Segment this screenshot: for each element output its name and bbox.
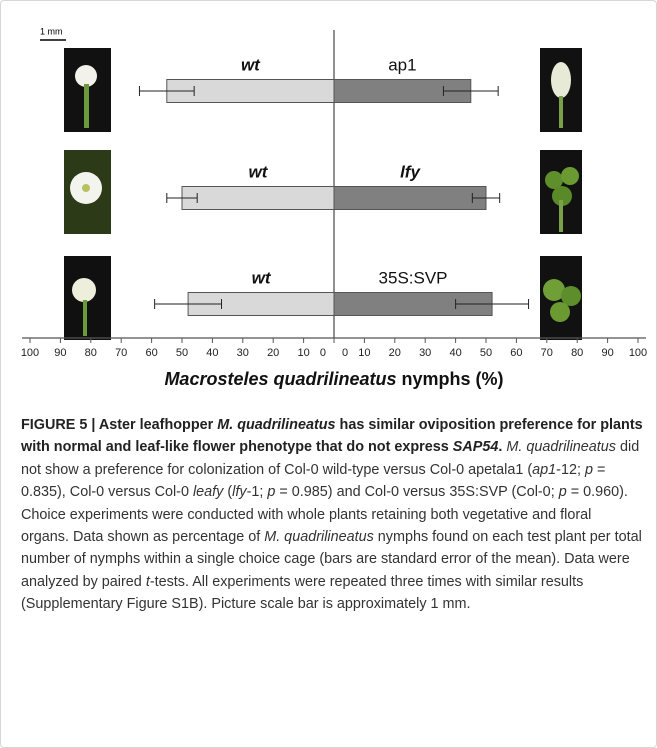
caption-run: = 0.985) and Col-0 versus 35S:SVP (Col-0… — [275, 484, 558, 500]
x-tick-label: 100 — [629, 347, 647, 359]
x-tick-label: 40 — [449, 347, 461, 359]
caption-run: p — [559, 484, 567, 500]
x-tick-label: 70 — [541, 347, 553, 359]
caption-run: ( — [223, 484, 232, 500]
x-tick-label: 30 — [419, 347, 431, 359]
x-tick-label: 90 — [601, 347, 613, 359]
chart: 1 mm Macrosteles quadrilineatus nymphs (… — [0, 0, 657, 405]
bar-label: ap1 — [388, 55, 416, 74]
x-tick-label: 70 — [115, 347, 127, 359]
x-tick-label: 40 — [206, 347, 218, 359]
x-tick-label: 90 — [54, 347, 66, 359]
caption-run: -12; — [556, 462, 585, 478]
x-tick-label: 0 — [320, 347, 326, 359]
x-label-unit: nymphs (%) — [402, 369, 504, 389]
bar-label: wt — [252, 268, 272, 287]
caption-run: M. quadrilineatus — [217, 417, 335, 433]
x-tick-label: 0 — [342, 347, 348, 359]
x-tick-label: 100 — [21, 347, 39, 359]
x-tick-label: 50 — [176, 347, 188, 359]
caption-run: ap1 — [532, 462, 556, 478]
bar — [182, 187, 334, 210]
x-tick-label: 60 — [145, 347, 157, 359]
caption-run: lfy — [232, 484, 246, 500]
bar-label: lfy — [400, 162, 421, 181]
x-tick-label: 80 — [85, 347, 97, 359]
x-label-species: Macrosteles quadrilineatus — [164, 369, 396, 389]
x-tick-label: 30 — [237, 347, 249, 359]
x-tick-label: 10 — [297, 347, 309, 359]
x-tick-label: 10 — [358, 347, 370, 359]
x-tick-label: 20 — [389, 347, 401, 359]
caption-run: -1; — [247, 484, 268, 500]
scale-bar-label: 1 mm — [40, 26, 63, 36]
caption-run: M. quadrilineatus — [506, 439, 616, 455]
caption-run: M. quadrilineatus — [264, 529, 374, 545]
caption-run: FIGURE 5 | Aster leafhopper — [21, 417, 217, 433]
caption-run: leafy — [193, 484, 223, 500]
bar-label: 35S:SVP — [379, 268, 448, 287]
x-axis-label: Macrosteles quadrilineatus nymphs (%) — [164, 369, 503, 389]
x-tick-label: 60 — [510, 347, 522, 359]
x-tick-label: 20 — [267, 347, 279, 359]
bar-label: wt — [249, 162, 269, 181]
caption: FIGURE 5 | Aster leafhopper M. quadrilin… — [21, 414, 643, 616]
caption-run: SAP54 — [453, 439, 499, 455]
caption-run: p — [585, 462, 593, 478]
x-tick-label: 80 — [571, 347, 583, 359]
bar — [334, 187, 486, 210]
x-tick-label: 50 — [480, 347, 492, 359]
bar-label: wt — [241, 55, 261, 74]
